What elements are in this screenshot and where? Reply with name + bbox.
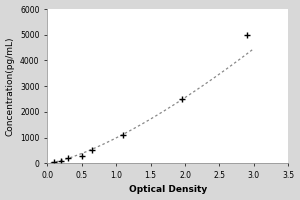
Y-axis label: Concentration(pg/mL): Concentration(pg/mL) (6, 36, 15, 136)
X-axis label: Optical Density: Optical Density (129, 185, 207, 194)
